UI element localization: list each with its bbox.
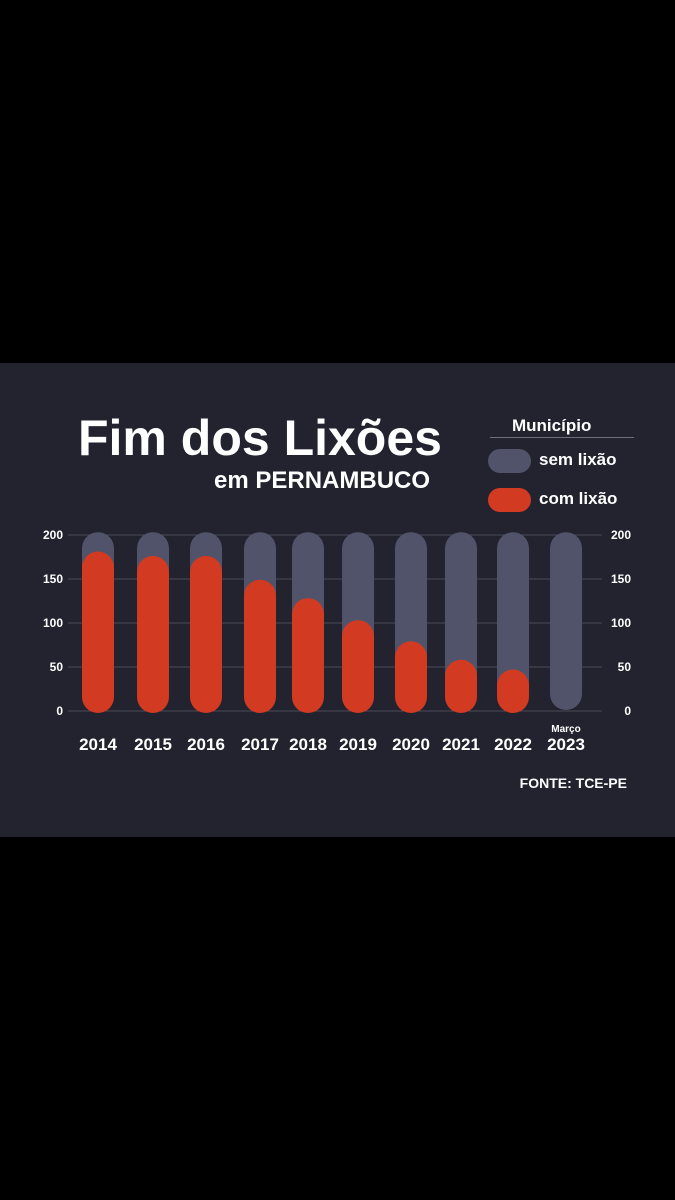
source-label: FONTE: TCE-PE bbox=[519, 775, 627, 791]
bar-chart: 0 0 50 50 100 100 150 150 200 200 2014 2015 2016 2017… bbox=[43, 528, 632, 754]
x-label-2022: 2022 bbox=[494, 735, 532, 754]
x-label-2016: 2016 bbox=[187, 735, 225, 754]
legend-swatch-sem-lixao bbox=[488, 449, 531, 473]
y-tick-right-100: 100 bbox=[611, 616, 631, 630]
bar-com-lixao-2015 bbox=[137, 555, 169, 713]
x-label-2015: 2015 bbox=[134, 735, 172, 754]
x-label-2018: 2018 bbox=[289, 735, 327, 754]
x-label-2014: 2014 bbox=[79, 735, 117, 754]
bar-com-lixao-2018 bbox=[292, 598, 324, 713]
chart-subtitle: em PERNAMBUCO bbox=[214, 467, 431, 494]
chart-title: Fim dos Lixões bbox=[78, 410, 442, 466]
y-tick-right-50: 50 bbox=[618, 660, 632, 674]
bar-sem-lixao-2023 bbox=[550, 532, 582, 710]
legend-divider bbox=[490, 437, 634, 438]
bar-com-lixao-2019 bbox=[342, 620, 374, 713]
bar-com-lixao-2022 bbox=[497, 669, 529, 713]
bar-com-lixao-2017 bbox=[244, 579, 276, 713]
x-label-2020: 2020 bbox=[392, 735, 430, 754]
legend-label-com-lixao: com lixão bbox=[539, 489, 618, 508]
y-tick-left-150: 150 bbox=[43, 572, 63, 586]
y-tick-left-100: 100 bbox=[43, 616, 63, 630]
y-tick-right-150: 150 bbox=[611, 572, 631, 586]
x-label-2021: 2021 bbox=[442, 735, 480, 754]
chart-panel: Fim dos Lixões em PERNAMBUCO Município s… bbox=[0, 363, 675, 837]
x-label-2023: 2023 bbox=[547, 735, 585, 754]
y-tick-left-0: 0 bbox=[56, 704, 63, 718]
x-label-2019: 2019 bbox=[339, 735, 377, 754]
bar-com-lixao-2021 bbox=[445, 659, 477, 713]
legend-swatch-com-lixao bbox=[488, 488, 531, 512]
bar-com-lixao-2014 bbox=[82, 551, 114, 713]
legend-label-sem-lixao: sem lixão bbox=[539, 450, 617, 469]
y-tick-right-0: 0 bbox=[624, 704, 631, 718]
bar-sem-lixao-2022 bbox=[497, 532, 529, 710]
bar-com-lixao-2016 bbox=[190, 555, 222, 713]
legend-title: Município bbox=[512, 416, 592, 435]
bar-com-lixao-2020 bbox=[395, 641, 427, 713]
y-tick-right-200: 200 bbox=[611, 528, 631, 542]
y-tick-left-200: 200 bbox=[43, 528, 63, 542]
y-tick-left-50: 50 bbox=[50, 660, 64, 674]
x-label-2017: 2017 bbox=[241, 735, 279, 754]
x-note-2023: Março bbox=[551, 724, 580, 735]
